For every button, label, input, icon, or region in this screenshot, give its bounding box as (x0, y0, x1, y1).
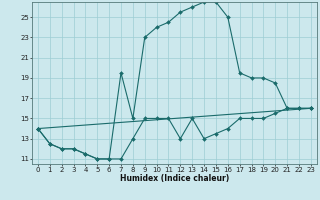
X-axis label: Humidex (Indice chaleur): Humidex (Indice chaleur) (120, 174, 229, 183)
